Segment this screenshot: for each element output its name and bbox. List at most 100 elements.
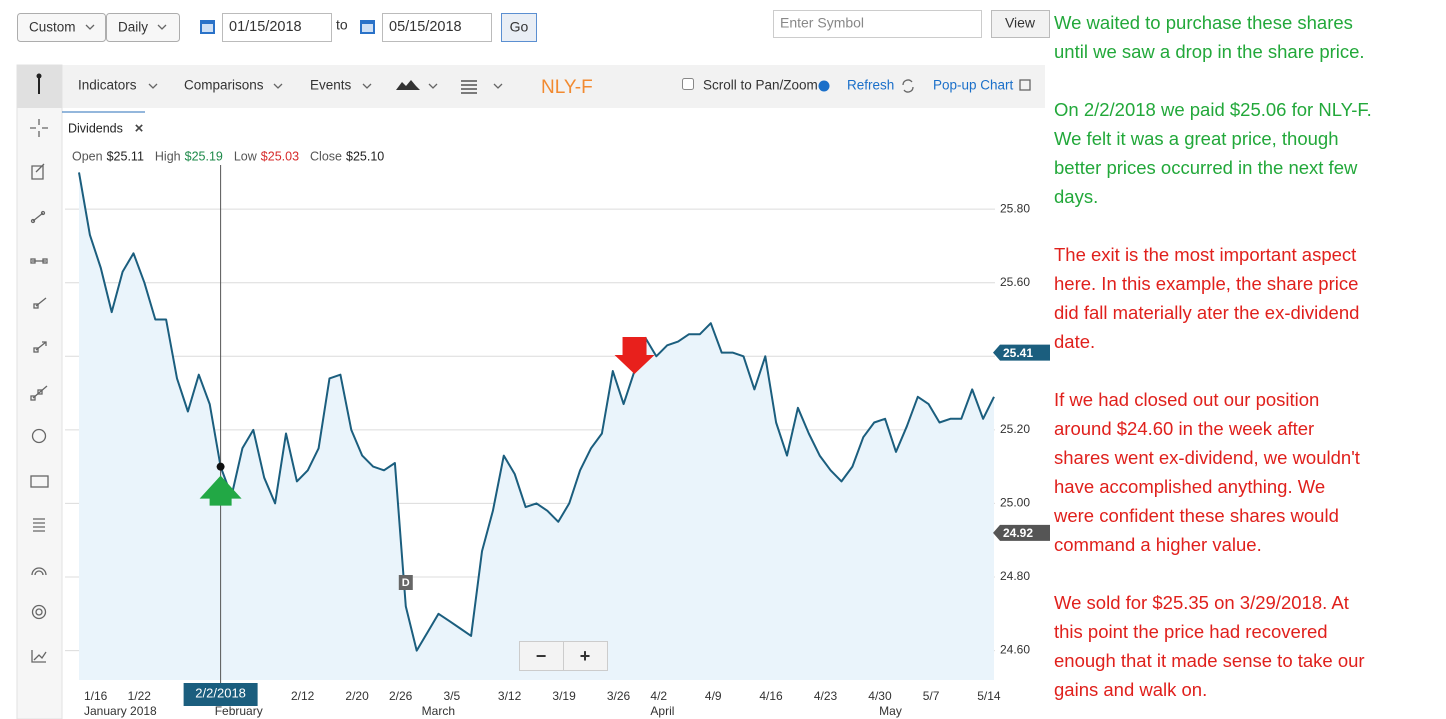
x-tick-label: 2/12: [291, 689, 315, 703]
x-tick-label: 4/23: [814, 689, 838, 703]
dividend-label: D: [402, 577, 410, 589]
ohlc-value: $25.19: [185, 149, 223, 163]
crosshair-date-box: [183, 683, 258, 706]
x-tick-label: 4/30: [868, 689, 892, 703]
ohlc-value: $25.11: [107, 149, 144, 163]
trade-arrow: [614, 337, 655, 374]
chevron: [157, 24, 167, 30]
symbol-input[interactable]: [773, 10, 982, 38]
y-tick-label: 25.80: [1000, 201, 1030, 215]
annotation-line: We felt it was a great price, though: [1054, 128, 1339, 149]
calendar-icon[interactable]: [360, 20, 375, 34]
price-badge-label: 25.41: [1003, 346, 1033, 360]
price-badge: [993, 344, 1050, 361]
to-label: to: [336, 17, 348, 33]
y-tick-label: 25.20: [1000, 422, 1030, 436]
annotation-line: did fall materially ater the ex-dividend: [1054, 302, 1359, 323]
range-text: Custom: [29, 20, 76, 35]
events-menu[interactable]: Events: [310, 78, 352, 93]
x-tick-label: 3/5: [443, 689, 460, 703]
annotation-line: around $24.60 in the week after: [1054, 418, 1314, 439]
x-tick-label: 4/2: [650, 689, 667, 703]
settings-icon[interactable]: [461, 80, 477, 94]
scroll-label: Scroll to Pan/Zoom: [703, 78, 818, 93]
end-date-input[interactable]: [382, 13, 492, 42]
indicators-menu[interactable]: Indicators: [78, 78, 137, 93]
annotation-line: If we had closed out our position: [1054, 389, 1319, 410]
annotation-line: shares went ex-dividend, we wouldn't: [1054, 447, 1360, 468]
y-tick-label: 24.60: [1000, 643, 1030, 657]
annotation-line: until we saw a drop in the share price.: [1054, 41, 1365, 62]
x-tick-label: 4/9: [705, 689, 722, 703]
annotation-line: gains and walk on.: [1054, 679, 1207, 700]
x-tick-label: 2/20: [345, 689, 369, 703]
annotation-line: have accomplished anything. We: [1054, 476, 1325, 497]
view-button[interactable]: [991, 10, 1050, 38]
refresh-link[interactable]: Refresh: [847, 78, 894, 93]
view-text: View: [1005, 15, 1036, 31]
ohlc-label: Close: [310, 149, 342, 163]
annotation-line: The exit is the most important aspect: [1054, 244, 1356, 265]
top-toolbar: Custom Daily 01/15/2018 to 05/15/2018 Go…: [17, 10, 1050, 42]
sidebar-icons: [30, 73, 49, 663]
scroll-checkbox[interactable]: [682, 78, 694, 90]
trade-arrow: [199, 475, 242, 506]
plot: 24.6024.8025.0025.2025.4025.6025.80D1/16…: [65, 165, 1050, 718]
annotation-line: were confident these shares would: [1053, 505, 1339, 526]
annotation-line: On 2/2/2018 we paid $25.06 for NLY-F.: [1054, 99, 1372, 120]
ohlc-value: $25.03: [261, 149, 299, 163]
annotation-line: days.: [1054, 186, 1098, 207]
x-tick-label: 5/7: [923, 689, 940, 703]
ohlc-label: Open: [72, 149, 103, 163]
x-tick-label: 3/12: [498, 689, 522, 703]
annotation-line: enough that it made sense to take our: [1054, 650, 1365, 671]
x-tick-label: 3/19: [552, 689, 576, 703]
tab-label[interactable]: Dividends: [68, 121, 123, 135]
x-tick-label: 1/16: [84, 689, 108, 703]
month-label: March: [422, 704, 455, 718]
y-tick-label: 25.60: [1000, 275, 1030, 289]
chart-toolbar-items: Indicators Comparisons Events NLY-F Scro…: [78, 77, 1031, 98]
chart-toolbar: [17, 65, 1045, 108]
annotation-line: date.: [1054, 331, 1095, 352]
go-text: Go: [510, 19, 529, 35]
month-label: February: [215, 704, 263, 718]
chart-style-icon[interactable]: [396, 80, 420, 90]
start-date-input[interactable]: [222, 13, 332, 42]
annotation-line: We sold for $25.35 on 3/29/2018. At: [1054, 592, 1349, 613]
x-tick-label: 2/26: [389, 689, 413, 703]
ohlc-readout: Open $25.11 High $25.19 Low $25.03 Close $25.10: [72, 149, 384, 163]
y-tick-label: 25.00: [1000, 496, 1030, 510]
month-label: January 2018: [84, 704, 157, 718]
price-badge-label: 24.92: [1003, 526, 1033, 540]
crosshair-date: 2/2/2018: [195, 685, 246, 700]
zoom-out[interactable]: −: [536, 646, 547, 666]
ohlc-label: Low: [234, 149, 258, 163]
comparisons-menu[interactable]: Comparisons: [184, 78, 264, 93]
x-tick-label: 3/26: [607, 689, 631, 703]
x-tick-label: 5/14: [977, 689, 1001, 703]
ohlc-label: High: [155, 149, 181, 163]
annotation-line: better prices occurred in the next few: [1054, 157, 1358, 178]
symbol-placeholder: Enter Symbol: [780, 15, 864, 31]
interval-select[interactable]: [106, 13, 180, 42]
crosshair-dot: [216, 462, 225, 471]
calendar-icon[interactable]: [200, 20, 215, 34]
range-select[interactable]: [17, 13, 106, 42]
ohlc-value: $25.10: [346, 149, 384, 163]
help-icon[interactable]: [818, 80, 830, 92]
price-badge: [993, 524, 1050, 541]
start-date: 01/15/2018: [229, 19, 302, 35]
annotation-line: this point the price had recovered: [1054, 621, 1328, 642]
popup-link[interactable]: Pop-up Chart: [933, 78, 1014, 93]
x-tick-label: 1/22: [128, 689, 152, 703]
month-label: May: [879, 704, 902, 718]
area-fill: [79, 172, 994, 680]
zoom-in[interactable]: +: [580, 646, 591, 666]
x-tick-label: 4/16: [759, 689, 783, 703]
tab-close[interactable]: ×: [135, 120, 144, 137]
interval-text: Daily: [118, 20, 148, 35]
annotation-line: command a higher value.: [1054, 534, 1262, 555]
go-button[interactable]: [501, 13, 537, 42]
